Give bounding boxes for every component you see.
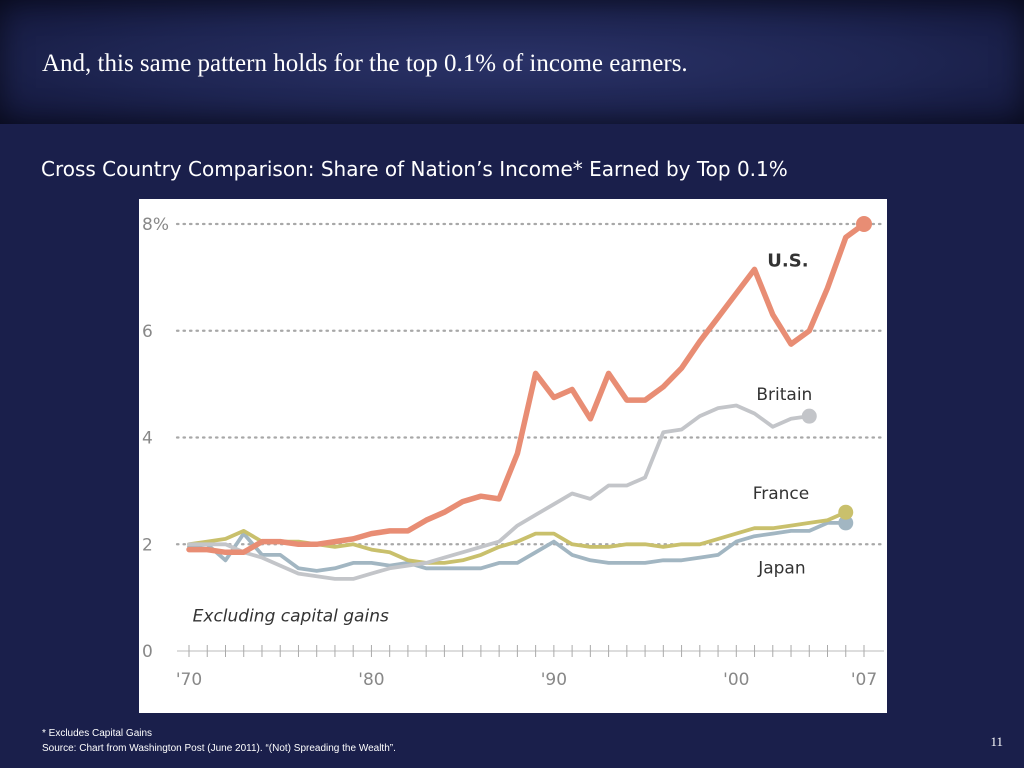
series-label-france: France — [753, 484, 810, 504]
x-tick-label: '90 — [541, 670, 567, 690]
line-chart: 0 2 4 6 8% '70 '80 '90 '00 '07 U.S. Britain France J… — [142, 215, 886, 690]
chart-annotation: Excluding capital gains — [193, 607, 389, 627]
y-tick-label: 0 — [142, 642, 153, 662]
chart-panel: 0 2 4 6 8% '70 '80 '90 '00 '07 U.S. Britain France J… — [139, 199, 887, 713]
x-tick-label: '00 — [723, 670, 749, 690]
x-tick-label: '07 — [851, 670, 877, 690]
y-tick-label: 8% — [142, 215, 169, 235]
series-line-u-s — [186, 221, 867, 556]
page-number: 11 — [990, 734, 1003, 749]
series-label-japan: Japan — [757, 559, 805, 579]
series-lines — [186, 216, 872, 581]
series-label-britain: Britain — [756, 385, 812, 405]
y-tick-label: 4 — [142, 429, 153, 449]
y-tick-label: 2 — [142, 535, 153, 555]
series-end-marker-japan — [838, 515, 854, 531]
series-labels: U.S. Britain France Japan Excluding capital … — [193, 251, 813, 627]
series-label-u-s: U.S. — [767, 251, 808, 272]
chart-subtitle: Cross Country Comparison: Share of Natio… — [41, 157, 788, 181]
source-citation: Source: Chart from Washington Post (June… — [42, 743, 396, 754]
series-end-marker-u-s — [856, 216, 872, 232]
title-bar — [0, 0, 1024, 124]
x-tick-label: '70 — [176, 670, 202, 690]
series-line-britain — [187, 403, 812, 581]
footnote: * Excludes Capital Gains — [42, 728, 153, 739]
series-end-marker-britain — [801, 408, 817, 424]
x-tick-label: '80 — [358, 670, 384, 690]
y-tick-label: 6 — [142, 322, 153, 342]
series-line-japan — [187, 520, 848, 573]
series-end-marker-france — [838, 504, 854, 520]
axis-ticks: 0 2 4 6 8% '70 '80 '90 '00 '07 — [142, 215, 884, 690]
slide-title: And, this same pattern holds for the top… — [42, 50, 688, 77]
